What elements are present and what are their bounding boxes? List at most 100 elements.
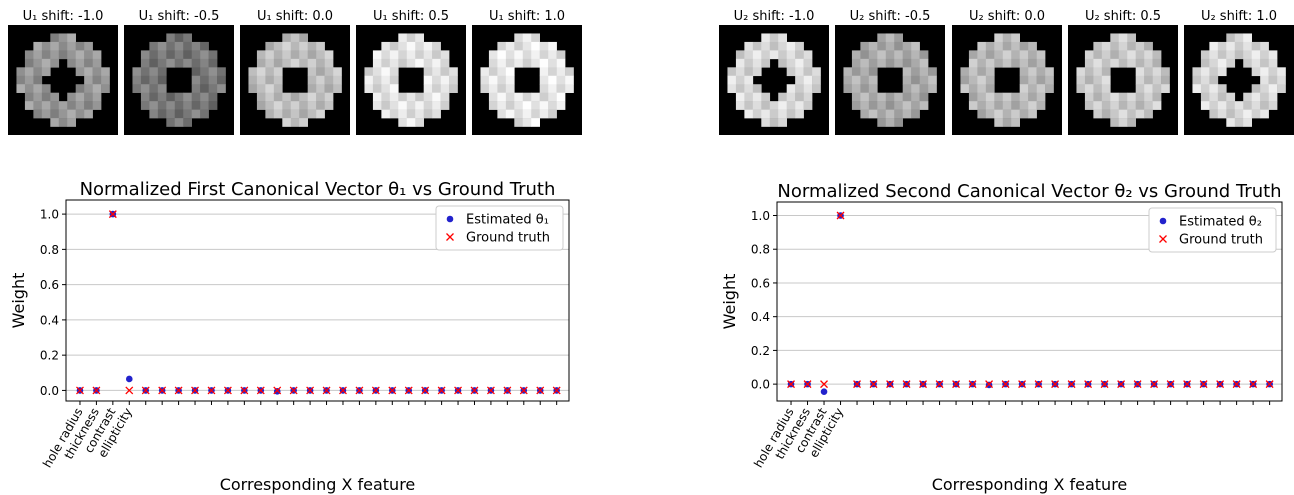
image-pixel (372, 50, 382, 60)
image-pixel (1127, 50, 1136, 60)
image-pixel (290, 50, 300, 60)
image-pixel (415, 92, 424, 102)
image-pixel (149, 75, 159, 85)
image-pixel (752, 101, 762, 110)
image-pixel (290, 58, 300, 68)
image-pixel (256, 84, 266, 93)
image-pixel (539, 75, 549, 85)
image-pixel (1260, 101, 1269, 110)
image-pixel (894, 101, 903, 110)
image-pixel (381, 58, 391, 68)
image-pixel (1226, 50, 1236, 60)
image-pixel (381, 50, 391, 60)
image-pixel (1217, 58, 1227, 68)
image-pixel (769, 41, 779, 51)
image-pixel (67, 41, 76, 51)
y-tick-label: 0.6 (751, 276, 770, 290)
point (240, 386, 249, 395)
image-pixel (273, 101, 283, 110)
image-pixel (333, 67, 342, 77)
point (869, 380, 878, 389)
image-pixel (183, 33, 192, 43)
image-pixel (556, 101, 566, 110)
image-pixel (432, 101, 441, 110)
image-pixel (265, 67, 275, 77)
image-pixel (75, 67, 85, 77)
image-pixel (299, 33, 308, 43)
image-pixel (1209, 84, 1219, 93)
image-pixel (480, 84, 490, 93)
image-pixel (1251, 101, 1261, 110)
image-pixel (778, 118, 787, 127)
point (519, 386, 528, 395)
image-pixel (200, 67, 209, 77)
image-pixel (1135, 58, 1145, 68)
image-pixel (514, 50, 524, 60)
image-pixel (877, 58, 887, 68)
image-pixel (440, 84, 450, 93)
image-pixel (1002, 50, 1012, 60)
image-pixel (1084, 67, 1094, 77)
image-pixel (556, 75, 566, 85)
plot-frame (776, 201, 1283, 402)
image-pixel (744, 50, 754, 60)
image-pixel (894, 92, 903, 102)
image-pixel (885, 101, 895, 110)
image-pixel (522, 118, 532, 127)
image-pixel (1101, 50, 1111, 60)
image-pixel (84, 92, 93, 102)
image-pixel (868, 101, 878, 110)
image-pixel (217, 84, 226, 93)
image-pixel (132, 75, 142, 85)
image-pixel (1118, 58, 1128, 68)
image-pixel (440, 75, 450, 85)
image-pixel (1127, 92, 1136, 102)
image-pixel (364, 75, 374, 85)
image-pixel (497, 92, 507, 102)
image-pixel (1110, 118, 1120, 127)
image-pixel (977, 75, 987, 85)
image-pixel (58, 101, 68, 110)
image-pixel (415, 109, 424, 119)
y-tick-label: 0.8 (40, 243, 59, 257)
image-pixel (1234, 33, 1244, 43)
image-pixel (84, 67, 93, 77)
image-pixel (795, 41, 804, 51)
image-pixel (795, 109, 804, 119)
image-pixel (1011, 118, 1020, 127)
point (1084, 380, 1093, 389)
image-pixel (735, 50, 745, 60)
image-pixel (166, 118, 176, 127)
image-pixel (208, 84, 218, 93)
image-pixel (1019, 101, 1029, 110)
image-pixel (157, 84, 167, 93)
image-pixel (894, 41, 903, 51)
image-pixel (1127, 33, 1136, 43)
image-pixel (265, 75, 275, 85)
image-pixel (166, 101, 176, 110)
image-pixel (812, 84, 821, 93)
image-pixel (778, 41, 787, 51)
point (1051, 380, 1060, 389)
image-pixel (140, 50, 150, 60)
image-pixel (1045, 75, 1054, 85)
image-pixel (208, 50, 218, 60)
image-pixel (539, 58, 549, 68)
image-pixel (851, 92, 861, 102)
image-pixel (406, 58, 416, 68)
image-pixel (1192, 67, 1202, 77)
image-pixel (1161, 84, 1170, 93)
image-pixel (282, 118, 292, 127)
image-pixel (415, 41, 424, 51)
image-pixel (1260, 109, 1269, 119)
image-pixel (1243, 41, 1252, 51)
image-pixel (449, 84, 458, 93)
image-pixel (1019, 75, 1029, 85)
image-pixel (803, 50, 813, 60)
image-pixel (1226, 33, 1236, 43)
image-pixel (786, 109, 796, 119)
y-tick-label: 0.2 (751, 344, 770, 358)
image-pixel (41, 41, 51, 51)
image-pixel (786, 67, 796, 77)
